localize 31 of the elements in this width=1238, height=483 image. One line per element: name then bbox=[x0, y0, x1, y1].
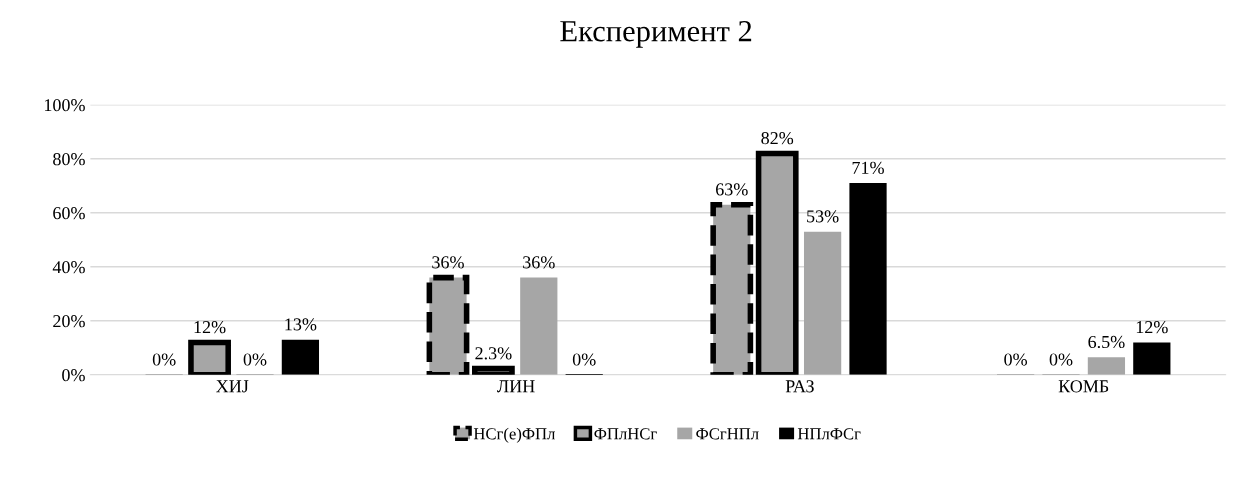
data-label: 0% bbox=[1004, 353, 1028, 366]
data-label: 0% bbox=[1049, 353, 1073, 366]
data-label: 82% bbox=[761, 132, 794, 145]
legend-label: НПлФСг bbox=[797, 428, 861, 440]
x-tick-label: ХИЈ bbox=[216, 380, 249, 393]
chart-title: Експеримент 2 bbox=[560, 20, 752, 48]
data-label: 53% bbox=[807, 210, 839, 223]
y-tick-label: 40% bbox=[52, 261, 85, 274]
data-label: 13% bbox=[285, 318, 317, 331]
data-label: 0% bbox=[572, 353, 596, 366]
y-tick-label: 60% bbox=[53, 207, 85, 220]
data-label: 0% bbox=[152, 353, 176, 366]
legend-label: ФСгНПл bbox=[696, 428, 759, 440]
y-tick-label: 0% bbox=[62, 369, 85, 382]
y-tick-label: 20% bbox=[53, 315, 85, 328]
legend-label: ФПлНСг bbox=[594, 428, 657, 440]
x-tick-label: КОМБ bbox=[1058, 380, 1109, 393]
y-tick-label: 80% bbox=[53, 153, 85, 166]
data-label: 0% bbox=[243, 353, 267, 366]
data-label: 12% bbox=[194, 321, 226, 334]
x-tick-label: РАЗ bbox=[785, 380, 814, 393]
data-label: 12% bbox=[1136, 321, 1168, 334]
legend-label: НСг(е)ФПл bbox=[473, 427, 556, 443]
data-label: 6.5% bbox=[1088, 335, 1125, 349]
y-tick-label: 100% bbox=[44, 99, 85, 112]
data-label: 63% bbox=[716, 183, 748, 196]
data-label: 36% bbox=[432, 256, 464, 269]
data-label: 2.3% bbox=[475, 347, 512, 360]
x-tick-label: ЛИН bbox=[497, 380, 535, 393]
data-label: 36% bbox=[523, 256, 555, 269]
data-label: 71% bbox=[852, 161, 884, 174]
